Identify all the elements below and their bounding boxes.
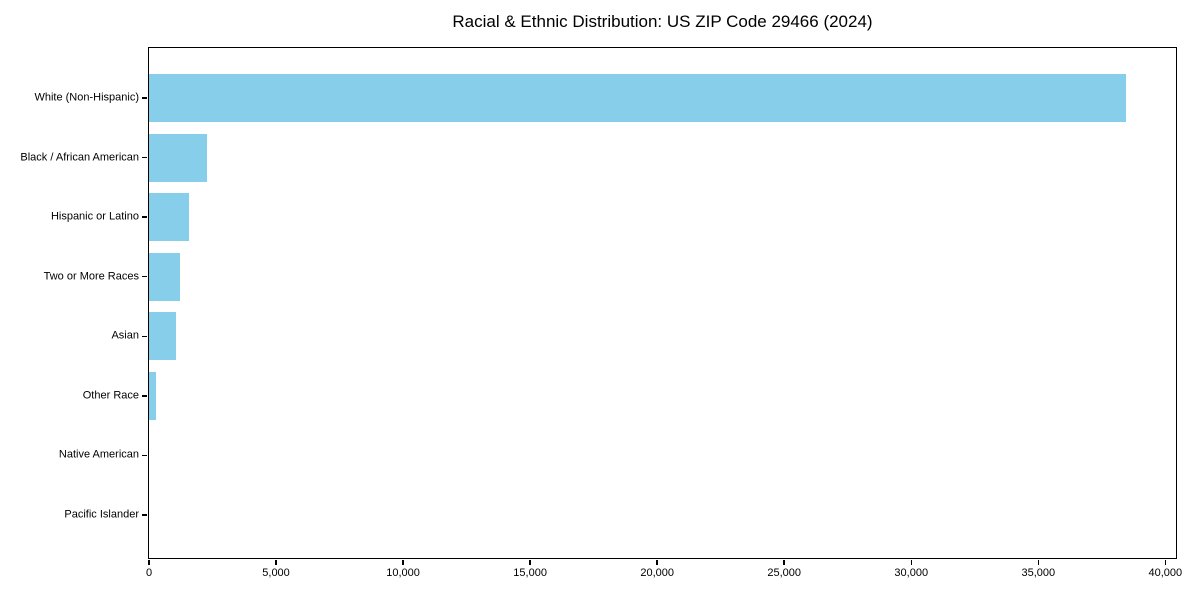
y-tick-mark (142, 97, 147, 99)
y-tick-mark (142, 335, 147, 338)
x-tick-label: 5,000 (262, 567, 290, 579)
y-tick-label: Other Race (82, 389, 139, 402)
y-tick-mark (142, 156, 147, 159)
y-tick-label: Hispanic or Latino (50, 210, 139, 223)
bar-two-or-more-races (149, 252, 180, 301)
y-tick-mark (142, 275, 147, 278)
x-tick-mark (783, 560, 785, 565)
x-tick-label: 25,000 (767, 567, 802, 579)
bar-asian (149, 312, 177, 361)
x-tick-label: 0 (145, 567, 153, 579)
bar-white-non-hispanic (149, 74, 1126, 122)
y-tick-label: Pacific Islander (64, 508, 139, 521)
y-tick-mark (142, 216, 147, 218)
x-tick-mark (1037, 560, 1040, 565)
x-tick-label: 40,000 (1148, 567, 1183, 579)
x-tick-mark (402, 560, 404, 565)
y-tick-mark (142, 454, 147, 457)
bar-black-african-american (149, 133, 207, 182)
x-tick-mark (910, 560, 912, 565)
x-tick-mark (656, 560, 658, 565)
y-tick-label: Native American (58, 448, 139, 461)
x-tick-mark (148, 560, 150, 565)
chart-title: Racial & Ethnic Distribution: US ZIP Cod… (452, 12, 873, 31)
y-tick-label: White (Non-Hispanic) (34, 91, 139, 104)
x-tick-label: 35,000 (1021, 567, 1056, 579)
bar-other-race (149, 371, 156, 420)
y-tick-label: Asian (111, 329, 139, 342)
x-tick-label: 15,000 (513, 567, 547, 579)
bar-hispanic-or-latino (149, 193, 189, 242)
x-tick-mark (1164, 560, 1167, 565)
y-tick-mark (142, 514, 147, 516)
y-tick-mark (142, 395, 147, 397)
x-tick-label: 20,000 (640, 567, 674, 579)
x-tick-mark (275, 560, 277, 565)
x-tick-label: 30,000 (894, 567, 929, 579)
y-tick-label: Black / African American (20, 151, 139, 164)
x-tick-label: 10,000 (386, 567, 420, 579)
y-tick-label: Two or More Races (43, 270, 139, 283)
plot-area: White (Non-Hispanic) Black / African Amer… (20, 47, 1182, 579)
x-tick-mark (529, 560, 531, 565)
